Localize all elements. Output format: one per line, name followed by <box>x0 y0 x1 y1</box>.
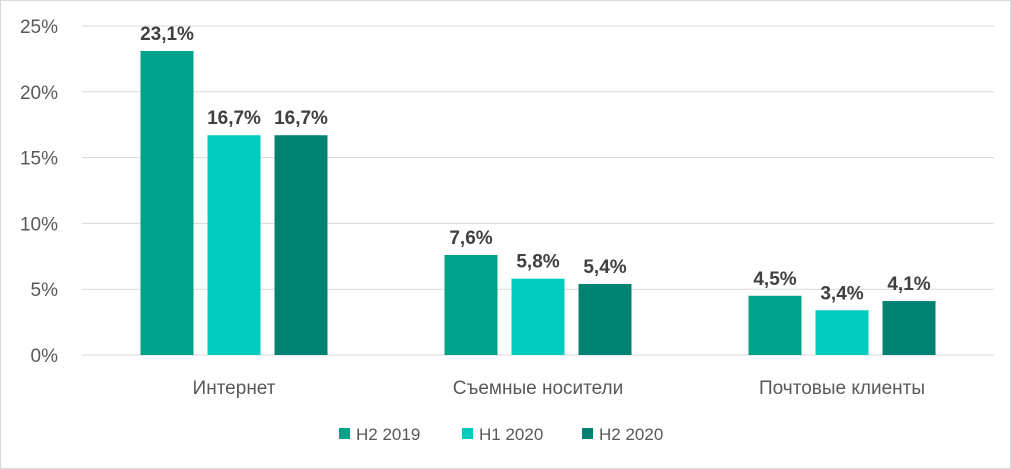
bar-1-1[interactable] <box>140 51 194 356</box>
bar-3-2[interactable] <box>815 310 869 355</box>
bars <box>140 51 936 356</box>
legend-swatch[interactable] <box>462 428 473 439</box>
data-label: 7,6% <box>449 228 492 249</box>
bar-1-3[interactable] <box>274 135 328 355</box>
y-tick-label: 10% <box>20 214 58 235</box>
legend-swatch[interactable] <box>339 428 350 439</box>
y-tick-label: 25% <box>20 17 58 38</box>
bar-2-2[interactable] <box>511 278 565 355</box>
data-label: 5,8% <box>516 252 559 273</box>
category-label: Съемные носители <box>453 378 624 399</box>
legend-swatch[interactable] <box>582 428 593 439</box>
bar-1-2[interactable] <box>207 135 261 355</box>
bar-2-3[interactable] <box>578 283 632 355</box>
y-axis-ticks: 0% 5% 10% 15% 20% 25% <box>20 17 58 367</box>
y-tick-label: 5% <box>31 280 59 301</box>
category-label: Почтовые клиенты <box>759 378 925 399</box>
data-label: 5,4% <box>583 257 626 278</box>
category-label: Интернет <box>193 378 276 399</box>
data-label: 4,5% <box>753 269 796 290</box>
x-axis-categories: Интернет Съемные носители Почтовые клиенты <box>193 378 925 399</box>
data-label: 23,1% <box>140 24 194 45</box>
data-labels: 23,1% 16,7% 16,7% 7,6% 5,8% 5,4% 4,5% 3,4% 4,1% <box>140 24 931 304</box>
y-tick-label: 0% <box>31 346 59 367</box>
legend-label[interactable]: H2 2020 <box>599 425 663 444</box>
legend-label[interactable]: H2 2019 <box>356 425 420 444</box>
y-tick-label: 20% <box>20 83 58 104</box>
data-label: 16,7% <box>274 108 328 129</box>
data-label: 3,4% <box>820 283 863 304</box>
bar-2-1[interactable] <box>444 254 498 355</box>
bar-3-3[interactable] <box>882 301 936 355</box>
y-tick-label: 15% <box>20 149 58 170</box>
data-label: 16,7% <box>207 108 261 129</box>
legend-label[interactable]: H1 2020 <box>479 425 543 444</box>
legend[interactable]: H2 2019 H1 2020 H2 2020 <box>339 425 663 444</box>
data-label: 4,1% <box>887 274 930 295</box>
bar-3-1[interactable] <box>748 295 802 355</box>
